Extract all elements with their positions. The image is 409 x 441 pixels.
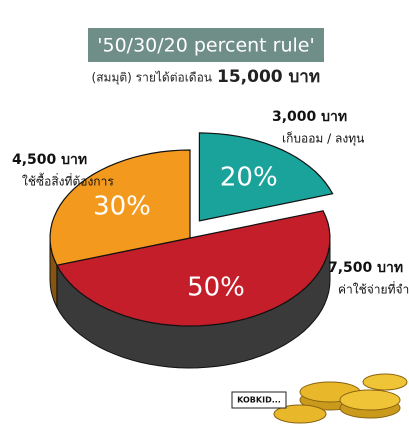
subtitle: (สมมุติ) รายได้ต่อเดือน (92, 71, 212, 86)
coins (274, 374, 407, 423)
value-label: 20% (220, 163, 278, 193)
category-label: เก็บออม / ลงทุน (282, 131, 364, 147)
pie (50, 133, 333, 368)
chart-title: '50/30/20 percent rule' (97, 35, 314, 57)
logo: KOBKID... (237, 396, 281, 405)
amount-label: 7,500 บาท (328, 260, 403, 276)
value-label: 50% (187, 273, 245, 303)
coin (340, 390, 400, 410)
amount-label: 3,000 บาท (272, 109, 347, 125)
page: '50/30/20 percent rule' (สมมุติ) รายได้ต… (0, 0, 409, 441)
subtitle-amount: 15,000 บาท (217, 67, 320, 87)
category-label: ค่าใช้จ่ายที่จำเป็น (338, 281, 409, 297)
category-label: ใช้ซื้อสิ่งที่ต้องการ (22, 173, 114, 189)
chart: '50/30/20 percent rule' (สมมุติ) รายได้ต… (0, 0, 409, 437)
value-label: 30% (93, 192, 151, 222)
amount-label: 4,500 บาท (12, 152, 87, 168)
coin (363, 374, 407, 390)
